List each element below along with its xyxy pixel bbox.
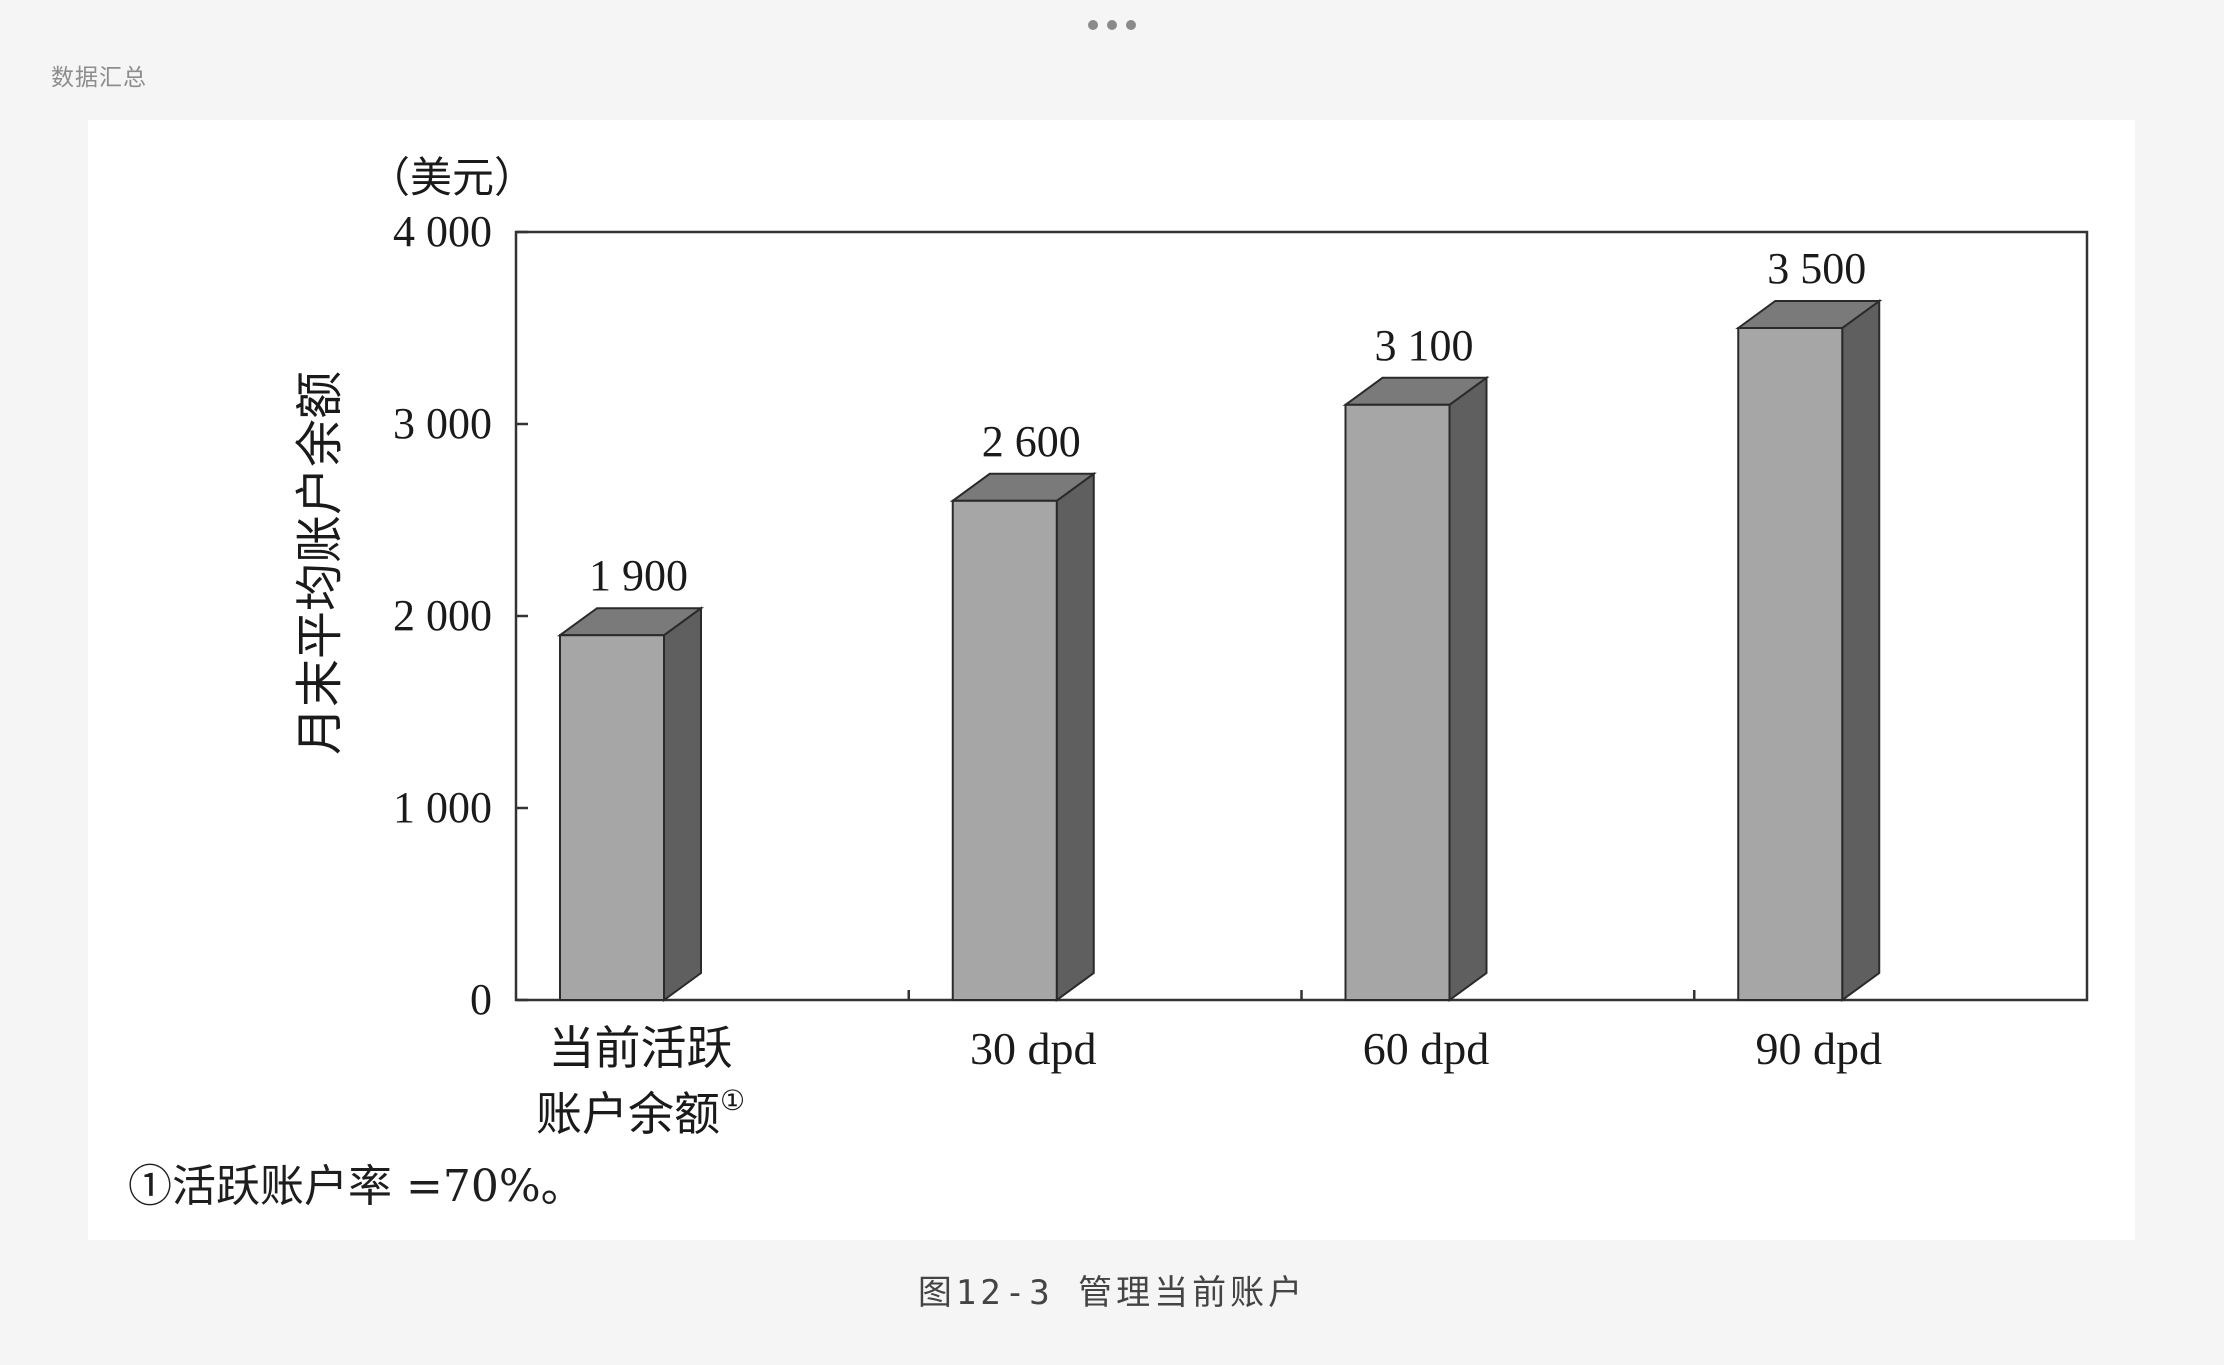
figure-caption: 图12-3 管理当前账户 (917, 1273, 1307, 1313)
y-tick-label: 4 000 (393, 207, 492, 256)
dot (1126, 20, 1136, 30)
y-tick-label: 2 000 (393, 591, 492, 640)
bar-chart: 0 1 000 2 000 3 000 4 000 （美元） 月末平均账户余额 1 900 当前… (294, 156, 2089, 1140)
x-category-label: 90 dpd (1756, 1023, 1883, 1074)
y-tick-label: 3 000 (393, 399, 492, 448)
x-category-label: 当前活跃 (549, 1023, 733, 1074)
section-label: 数据汇总 (51, 65, 147, 91)
x-category-label: 账户余额① (536, 1086, 745, 1140)
footnote-marker: ① (720, 1086, 745, 1117)
y-tick-label: 1 000 (393, 783, 492, 832)
bar-value-label: 3 500 (1767, 244, 1866, 293)
bar-side-face (1448, 375, 1488, 1002)
bar-side-face (1055, 471, 1095, 1002)
y-tick-label: 0 (470, 975, 492, 1024)
bar (1737, 327, 1844, 1001)
bar-side-face (1841, 299, 1881, 1002)
bar-side-face (663, 606, 702, 1002)
y-axis-label: 月末平均账户余额 (294, 371, 347, 755)
y-unit-label: （美元） (368, 156, 536, 202)
dot (1107, 20, 1117, 30)
bar (1344, 403, 1451, 1001)
dot (1088, 20, 1098, 30)
bar (559, 634, 665, 1001)
bar-value-label: 1 900 (589, 551, 688, 600)
chart-footnote: ①活跃账户率 =70%。 (128, 1161, 585, 1212)
x-category-label: 30 dpd (970, 1023, 1097, 1074)
bar-value-label: 2 600 (982, 417, 1081, 466)
bar (951, 499, 1058, 1001)
figure-card: 0 1 000 2 000 3 000 4 000 （美元） 月末平均账户余额 1 900 当前… (88, 120, 2135, 1240)
x-category-label: 60 dpd (1363, 1023, 1490, 1074)
bar-value-label: 3 100 (1375, 321, 1474, 370)
more-options-icon[interactable] (1088, 18, 1136, 32)
